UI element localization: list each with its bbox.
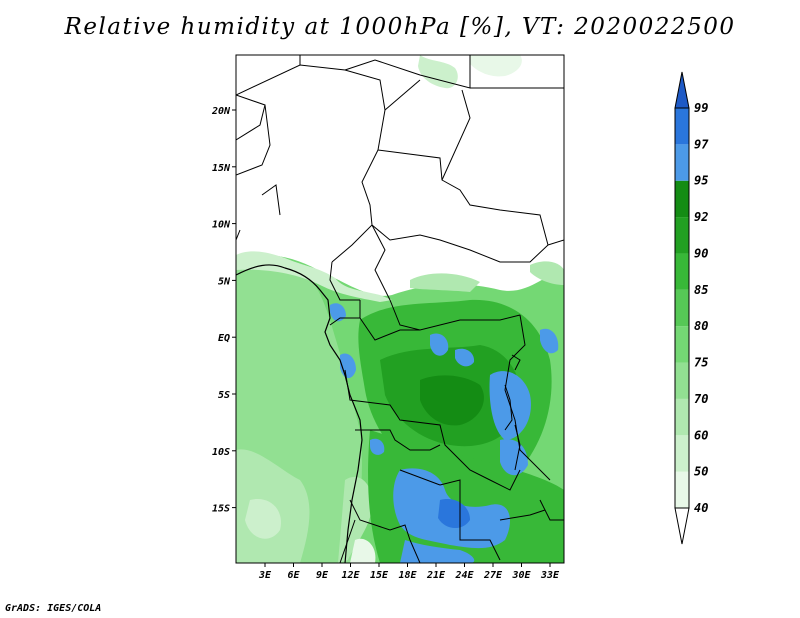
longitude-axis: 3E 6E 9E 12E 15E 18E 21E 24E 27E 30E 33E xyxy=(258,563,560,581)
country-borders xyxy=(236,55,564,563)
colorbar-label: 80 xyxy=(694,319,708,333)
lat-tick-label: 10S xyxy=(212,447,230,458)
colorbar-label: 95 xyxy=(694,174,708,188)
colorbar-lower-arrow xyxy=(674,507,690,545)
colorbar-segment xyxy=(675,435,689,472)
colorbar-segment xyxy=(675,108,689,145)
lat-tick-label: 10N xyxy=(212,220,231,231)
lat-tick-label: 15S xyxy=(212,504,230,515)
lon-tick-label: 30E xyxy=(511,570,531,581)
colorbar-segment xyxy=(675,471,689,508)
lat-tick-label: 15N xyxy=(212,163,231,174)
colorbar-segment xyxy=(675,326,689,363)
colorbar: 40 50 60 70 75 80 85 90 92 95 97 99 xyxy=(674,71,709,545)
lat-tick-label: EQ xyxy=(218,333,230,344)
colorbar-segment xyxy=(675,144,689,181)
colorbar-segment xyxy=(675,253,689,290)
colorbar-label: 99 xyxy=(694,101,708,115)
lon-tick-label: 15E xyxy=(370,570,389,581)
lon-tick-label: 18E xyxy=(398,570,417,581)
colorbar-label: 40 xyxy=(694,501,708,515)
colorbar-label: 97 xyxy=(694,137,709,151)
map-title: Relative humidity at 1000hPa [%], VT: 20… xyxy=(64,14,736,40)
map-frame xyxy=(235,54,565,564)
coastline xyxy=(236,264,363,563)
colorbar-upper-arrow xyxy=(674,71,690,109)
colorbar-segment xyxy=(675,180,689,218)
lon-tick-label: 27E xyxy=(483,570,503,581)
lon-tick-label: 9E xyxy=(316,570,329,581)
colorbar-label: 70 xyxy=(694,392,708,406)
lat-tick-label: 20N xyxy=(211,106,231,117)
lakes xyxy=(504,354,521,471)
colorbar-label: 60 xyxy=(694,428,708,442)
humidity-field xyxy=(236,55,564,563)
colorbar-frame xyxy=(674,107,690,509)
latitude-axis: 20N 15N 10N 5N EQ 5S 10S 15S xyxy=(211,106,236,515)
lat-tick-label: 5N xyxy=(218,276,231,287)
colorbar-segment xyxy=(675,362,689,399)
lon-tick-label: 3E xyxy=(258,570,272,581)
lon-tick-label: 12E xyxy=(341,570,360,581)
lon-tick-label: 24E xyxy=(454,570,474,581)
lon-tick-label: 21E xyxy=(426,570,446,581)
lat-tick-label: 5S xyxy=(218,390,230,401)
colorbar-label: 92 xyxy=(694,210,708,224)
lon-tick-label: 6E xyxy=(287,570,300,581)
colorbar-segment xyxy=(675,217,689,254)
colorbar-label: 85 xyxy=(694,283,708,297)
lon-tick-label: 33E xyxy=(540,570,560,581)
colorbar-label: 90 xyxy=(694,246,708,260)
colorbar-label: 75 xyxy=(694,356,708,370)
colorbar-label: 50 xyxy=(694,465,708,479)
colorbar-segment xyxy=(675,398,689,436)
colorbar-segment xyxy=(675,289,689,327)
footer-credit: GrADS: IGES/COLA xyxy=(5,603,102,614)
